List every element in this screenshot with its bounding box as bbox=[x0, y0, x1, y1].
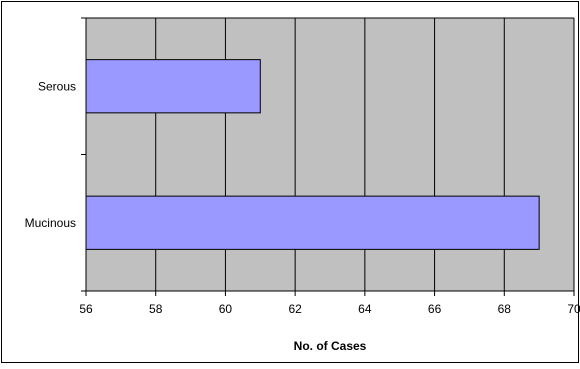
tick-label: 68 bbox=[498, 302, 512, 316]
x-axis bbox=[85, 290, 575, 296]
tick-labels: 56 58 60 62 64 66 68 70 bbox=[79, 302, 580, 316]
bar bbox=[85, 59, 261, 114]
tick-label: 66 bbox=[428, 302, 442, 316]
tick-label: 56 bbox=[79, 302, 93, 316]
bar bbox=[85, 195, 540, 250]
tick-label: 70 bbox=[567, 302, 580, 316]
category-label: Mucinous bbox=[25, 216, 76, 230]
tick-label: 58 bbox=[149, 302, 163, 316]
tick-label: 60 bbox=[219, 302, 233, 316]
plot-area bbox=[86, 18, 574, 291]
tick-label: 62 bbox=[288, 302, 302, 316]
x-axis-title: No. of Cases bbox=[294, 339, 367, 353]
tick-label: 64 bbox=[358, 302, 372, 316]
y-axis bbox=[81, 17, 87, 292]
bars bbox=[85, 59, 540, 250]
category-label: Serous bbox=[38, 79, 76, 93]
category-labels: Serous Mucinous bbox=[25, 79, 76, 230]
